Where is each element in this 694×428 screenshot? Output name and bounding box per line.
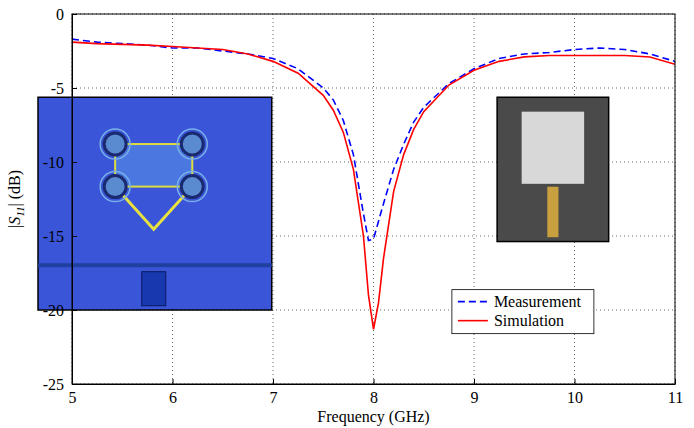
tick-label: 11	[668, 389, 683, 406]
tick-label: 8	[370, 389, 378, 406]
legend-label: Measurement	[494, 293, 582, 310]
tick-mark	[72, 310, 77, 311]
y-axis-title: |S11| (dB)	[6, 170, 26, 228]
inset-connector	[142, 272, 166, 306]
tick-label: 10	[567, 389, 583, 406]
legend-box	[452, 290, 594, 334]
tick-label: 9	[471, 389, 479, 406]
legend-swatch	[458, 301, 488, 303]
tick: 9	[471, 379, 479, 406]
inset-via	[181, 176, 203, 198]
grid-line-x	[273, 14, 274, 384]
tick-mark	[72, 88, 77, 89]
inset-via	[104, 133, 126, 155]
tick-mark	[474, 379, 475, 384]
inset-field-plot	[38, 97, 272, 310]
tick-mark	[72, 236, 77, 237]
legend: Measurement Simulation	[452, 290, 594, 334]
inset-via-ring	[100, 129, 130, 159]
inset-via-ring	[177, 172, 207, 202]
inset-photo-board	[522, 112, 584, 184]
series-line	[72, 39, 675, 240]
tick-label: 5	[69, 389, 77, 406]
tick-label: -5	[51, 80, 64, 97]
tick-label: 0	[56, 6, 64, 23]
plot: 5 6 7 8 9 10 11 -25 -20 -15 -10 -5 0 Measurement Simul…	[38, 6, 683, 407]
insets	[38, 97, 609, 310]
inset-feed	[115, 187, 192, 230]
tick-mark	[72, 162, 77, 163]
inset-ground	[38, 263, 272, 267]
tick-mark	[374, 379, 375, 384]
tick-label: -10	[43, 154, 64, 171]
tick-label: 7	[270, 389, 278, 406]
tick-label: -25	[43, 376, 64, 393]
tick-label: 6	[169, 389, 177, 406]
tick-label: -15	[43, 228, 64, 245]
tick: 8	[370, 379, 378, 406]
tick: -5	[51, 80, 77, 97]
inset-patch	[115, 144, 192, 187]
chart: 5 6 7 8 9 10 11 -25 -20 -15 -10 -5 0 Measurement Simul…	[0, 0, 694, 428]
legend-label: Simulation	[494, 312, 564, 329]
tick-mark	[575, 379, 576, 384]
tick-mark	[273, 379, 274, 384]
series-line	[72, 42, 675, 329]
tick-mark	[173, 379, 174, 384]
inset-via	[104, 176, 126, 198]
inset-photo-sma	[547, 187, 558, 238]
tick: 6	[169, 379, 177, 406]
x-axis-title: Frequency (GHz)	[317, 408, 429, 426]
tick: 10	[567, 379, 583, 406]
plot-frame	[72, 14, 675, 384]
lines	[72, 39, 675, 329]
grid-line-y	[72, 88, 675, 89]
x-axis: 5 6 7 8 9 10 11	[69, 379, 684, 406]
inset-via-ring	[100, 172, 130, 202]
inset-via	[181, 133, 203, 155]
tick-label: -20	[43, 302, 64, 319]
inset-via-ring	[177, 129, 207, 159]
legend-swatch	[458, 320, 488, 322]
inset-photo	[497, 97, 609, 241]
tick: 7	[270, 379, 278, 406]
